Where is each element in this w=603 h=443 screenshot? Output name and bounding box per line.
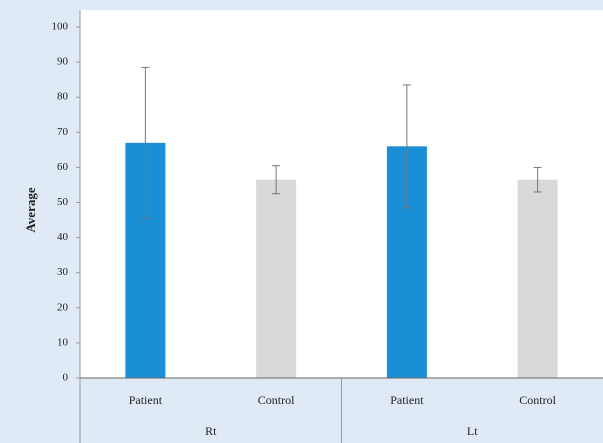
y-tick-label: 80 <box>57 91 69 103</box>
y-tick-label: 0 <box>63 372 69 384</box>
group-label: Rt <box>205 424 217 438</box>
y-axis-label: Average <box>23 187 38 232</box>
y-tick-label: 40 <box>57 231 69 243</box>
y-tick-label: 50 <box>57 196 69 208</box>
group-label: Lt <box>467 424 478 438</box>
y-tick-label: 90 <box>57 56 69 68</box>
x-tick-label: Patient <box>390 393 424 407</box>
y-tick-label: 20 <box>57 301 69 313</box>
bar <box>517 179 558 378</box>
y-tick-label: 60 <box>57 161 69 173</box>
y-tick-label: 10 <box>57 336 69 348</box>
y-tick-label: 30 <box>57 266 69 278</box>
y-tick-label: 70 <box>57 126 69 138</box>
plot-area <box>80 10 603 378</box>
x-tick-label: Control <box>258 393 295 407</box>
x-tick-label: Patient <box>129 393 163 407</box>
bar <box>256 179 297 378</box>
x-tick-label: Control <box>519 393 556 407</box>
y-tick-label: 100 <box>52 21 69 33</box>
